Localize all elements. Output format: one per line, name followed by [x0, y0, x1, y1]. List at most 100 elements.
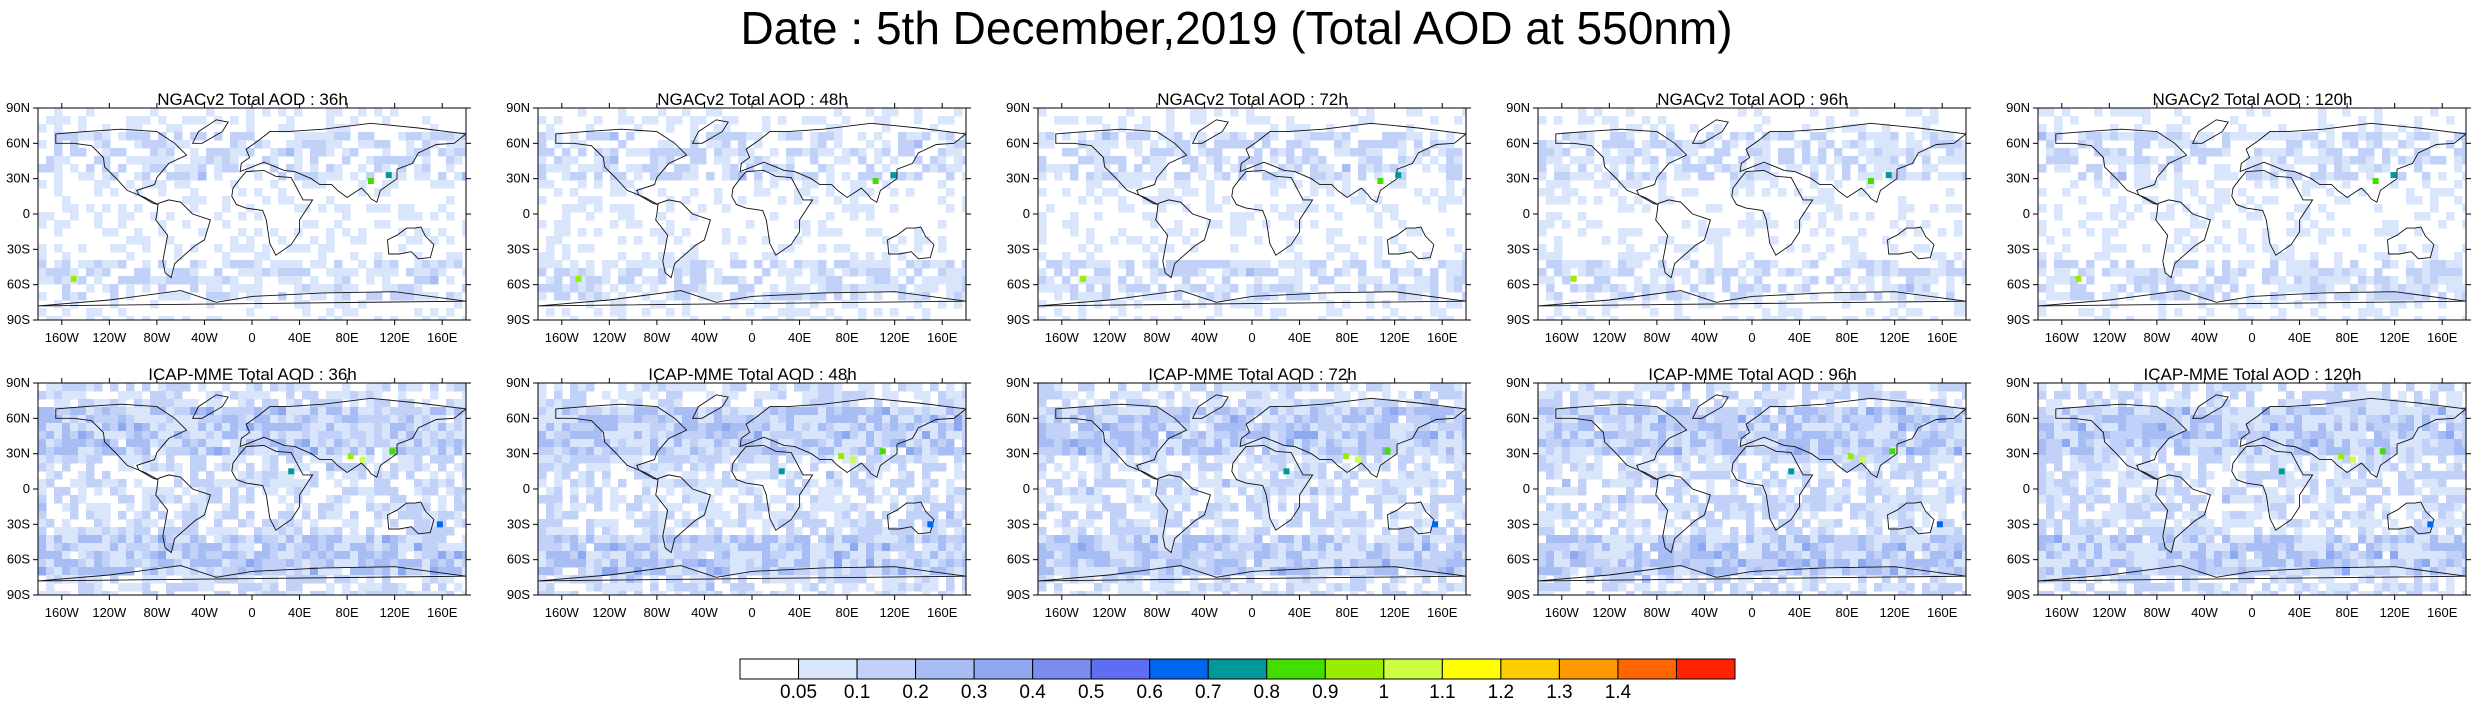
aod-hotspot — [1080, 276, 1086, 282]
aod-hotspot — [575, 276, 581, 282]
aod-field — [38, 383, 471, 600]
lon-tick-label: 80E — [2336, 605, 2359, 620]
lon-tick-label: 80E — [1336, 605, 1359, 620]
lon-tick-label: 40W — [2191, 330, 2218, 345]
colorbar-label: 1.3 — [1546, 682, 1572, 703]
lon-tick-label: 120E — [379, 330, 410, 345]
colorbar-swatch — [740, 659, 799, 679]
lat-tick-label: 60N — [6, 410, 30, 425]
lon-tick-label: 0 — [748, 605, 755, 620]
lon-tick-label: 160E — [927, 330, 958, 345]
lon-tick-label: 160W — [2045, 605, 2080, 620]
aod-hotspot — [368, 178, 374, 184]
lon-tick-label: 0 — [248, 330, 255, 345]
lon-tick-label: 40W — [191, 605, 218, 620]
colorbar-swatch — [1501, 659, 1560, 679]
aod-hotspot — [2380, 448, 2386, 454]
lon-tick-label: 80W — [144, 605, 171, 620]
lat-tick-label: 0 — [2023, 206, 2030, 221]
colorbar-label: 1.2 — [1488, 682, 1514, 703]
lat-tick-label: 60N — [1006, 410, 1030, 425]
aod-hotspot — [2427, 521, 2433, 527]
lon-tick-label: 120W — [592, 330, 627, 345]
lat-tick-label: 60S — [1507, 552, 1530, 567]
lat-tick-label: 60S — [1007, 552, 1030, 567]
lat-tick-label: 30N — [506, 171, 530, 186]
colorbar-label: 1.4 — [1605, 682, 1632, 703]
lat-tick-label: 30N — [2006, 171, 2030, 186]
colorbar-label: 1 — [1379, 682, 1390, 703]
lat-tick-label: 60N — [1006, 135, 1030, 150]
colorbar-label: 0.9 — [1312, 682, 1338, 703]
colorbar-label: 0.5 — [1078, 682, 1104, 703]
lat-tick-label: 90N — [1506, 375, 1530, 390]
aod-hotspot — [288, 468, 294, 474]
aod-hotspot — [360, 457, 366, 463]
aod-hotspot — [71, 276, 77, 282]
lat-tick-label: 90N — [1006, 375, 1030, 390]
aod-hotspot — [1571, 276, 1577, 282]
aod-field — [538, 383, 971, 600]
lon-tick-label: 120E — [879, 605, 910, 620]
aod-hotspot — [437, 521, 443, 527]
lon-tick-label: 120W — [92, 330, 127, 345]
lon-tick-label: 0 — [748, 330, 755, 345]
lon-tick-label: 160W — [1545, 605, 1580, 620]
lon-tick-label: 160E — [427, 330, 458, 345]
lon-tick-label: 80W — [1144, 330, 1171, 345]
colorbar-swatch — [916, 659, 975, 679]
lon-tick-label: 160E — [1927, 330, 1958, 345]
aod-hotspot — [2279, 468, 2285, 474]
lat-tick-label: 90N — [6, 375, 30, 390]
lat-tick-label: 60S — [7, 552, 30, 567]
aod-field — [1538, 383, 1971, 600]
colorbar-label: 0.7 — [1195, 682, 1221, 703]
lon-tick-label: 40W — [1691, 605, 1718, 620]
lat-tick-label: 90S — [2007, 587, 2030, 602]
lon-tick-label: 120W — [592, 605, 627, 620]
colorbar-swatch — [1325, 659, 1384, 679]
colorbar-label: 0.6 — [1136, 682, 1162, 703]
lon-tick-label: 80E — [336, 330, 359, 345]
lat-tick-label: 30S — [1007, 241, 1030, 256]
lon-tick-label: 160W — [45, 330, 80, 345]
aod-hotspot — [927, 521, 933, 527]
colorbar-swatch — [1150, 659, 1209, 679]
lon-tick-label: 40W — [2191, 605, 2218, 620]
aod-hotspot — [779, 468, 785, 474]
lon-tick-label: 80E — [836, 330, 859, 345]
aod-field — [2038, 108, 2471, 325]
lon-tick-label: 80W — [1144, 605, 1171, 620]
lon-tick-label: 80E — [1836, 330, 1859, 345]
lon-tick-label: 40W — [1191, 330, 1218, 345]
colorbar-label: 0.05 — [780, 682, 817, 703]
colorbar-swatch — [1208, 659, 1267, 679]
lat-tick-label: 0 — [523, 481, 530, 496]
lat-tick-label: 0 — [1523, 481, 1530, 496]
lat-tick-label: 30S — [507, 516, 530, 531]
lon-tick-label: 80W — [1644, 605, 1671, 620]
lat-tick-label: 30N — [506, 446, 530, 461]
lat-tick-label: 60N — [6, 135, 30, 150]
colorbar-label: 0.8 — [1254, 682, 1280, 703]
aod-field — [1538, 108, 1971, 325]
lon-tick-label: 80E — [336, 605, 359, 620]
lon-tick-label: 40E — [2288, 605, 2311, 620]
lat-tick-label: 0 — [523, 206, 530, 221]
aod-field — [1038, 108, 1471, 325]
aod-hotspot — [1343, 453, 1349, 459]
aod-hotspot — [1860, 457, 1866, 463]
lon-tick-label: 0 — [2248, 330, 2255, 345]
lat-tick-label: 90N — [1006, 100, 1030, 115]
lon-tick-label: 160W — [1545, 330, 1580, 345]
colorbar-swatch — [1559, 659, 1618, 679]
lat-tick-label: 30S — [1507, 516, 1530, 531]
